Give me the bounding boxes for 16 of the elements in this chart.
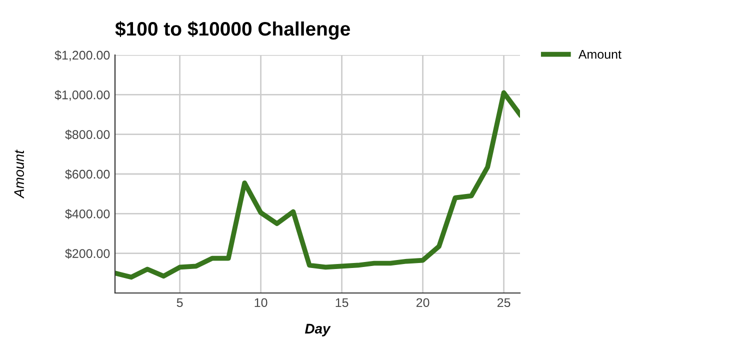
chart-title: $100 to $10000 Challenge bbox=[115, 21, 350, 40]
y-axis-title: Amount bbox=[14, 150, 24, 199]
y-tick-label: $600.00 bbox=[65, 169, 110, 180]
line-series bbox=[115, 90, 520, 280]
x-tick-label: 10 bbox=[254, 298, 268, 308]
x-tick-label: 20 bbox=[416, 298, 430, 308]
y-tick-label: $400.00 bbox=[65, 208, 110, 220]
y-tick-label: $800.00 bbox=[65, 130, 110, 140]
x-tick-label: 15 bbox=[336, 298, 348, 308]
legend-label: Amount bbox=[578, 50, 622, 59]
y-tick-label: $1,200.00 bbox=[54, 50, 110, 62]
x-tick-label: 25 bbox=[497, 298, 510, 308]
x-tick-label: 5 bbox=[176, 298, 183, 308]
y-tick-label: $200.00 bbox=[65, 248, 110, 259]
x-axis-title: Day bbox=[305, 324, 331, 336]
y-tick-label: $1,000.00 bbox=[54, 90, 110, 101]
